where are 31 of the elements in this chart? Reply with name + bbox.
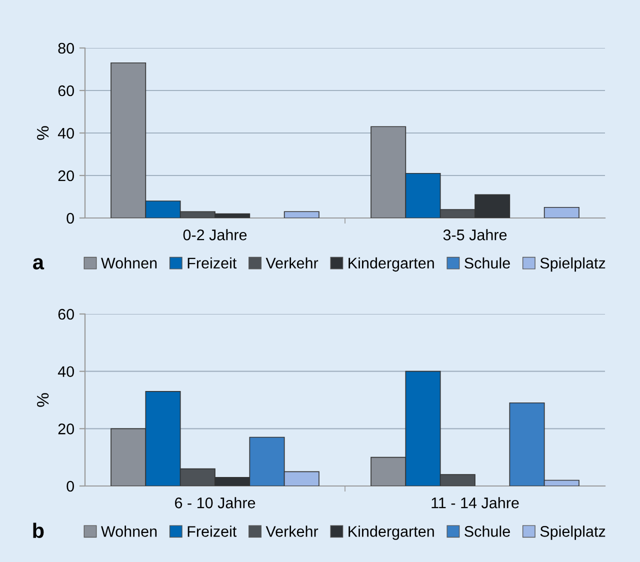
y-axis-title: % xyxy=(37,393,49,407)
legend-label: Schule xyxy=(464,526,510,537)
y-tick-label: 0 xyxy=(66,212,74,224)
y-tick-label: 20 xyxy=(58,170,74,182)
bar xyxy=(544,206,580,218)
bar xyxy=(284,211,320,218)
y-tick-label: 0 xyxy=(66,480,74,492)
x-tick-label: 6 - 10 Jahre xyxy=(175,497,256,508)
legend-label: Spielplatz xyxy=(540,526,606,540)
legend-label: Spielplatz xyxy=(540,257,606,272)
legend-label: Freizeit xyxy=(188,526,237,537)
y-tick-label: 80 xyxy=(58,42,74,54)
legend-label: Wohnen xyxy=(101,526,157,537)
y-axis-title: % xyxy=(37,126,49,140)
legend-label: Verkehr xyxy=(266,257,318,269)
y-tick-label: 60 xyxy=(58,308,74,320)
legend-label: Verkehr xyxy=(266,526,318,537)
legend-label: Kindergarten xyxy=(348,257,434,272)
legend-label: Schule xyxy=(464,257,510,269)
x-tick-label: 11 - 14 Jahre xyxy=(432,497,519,508)
text: b xyxy=(33,522,44,538)
y-tick-label: 60 xyxy=(58,85,74,96)
y-tick-label: 40 xyxy=(58,366,74,378)
x-tick-label: 3-5 Jahre xyxy=(443,229,507,240)
legend-label: Wohnen xyxy=(101,257,157,269)
legend-label: Kindergarten xyxy=(348,526,434,540)
y-tick-label: 40 xyxy=(58,128,74,139)
legend-label: Freizeit xyxy=(188,257,237,269)
text: a xyxy=(33,258,44,270)
y-tick-label: 20 xyxy=(58,424,74,434)
x-tick-label: 0-2 Jahre xyxy=(183,229,247,240)
